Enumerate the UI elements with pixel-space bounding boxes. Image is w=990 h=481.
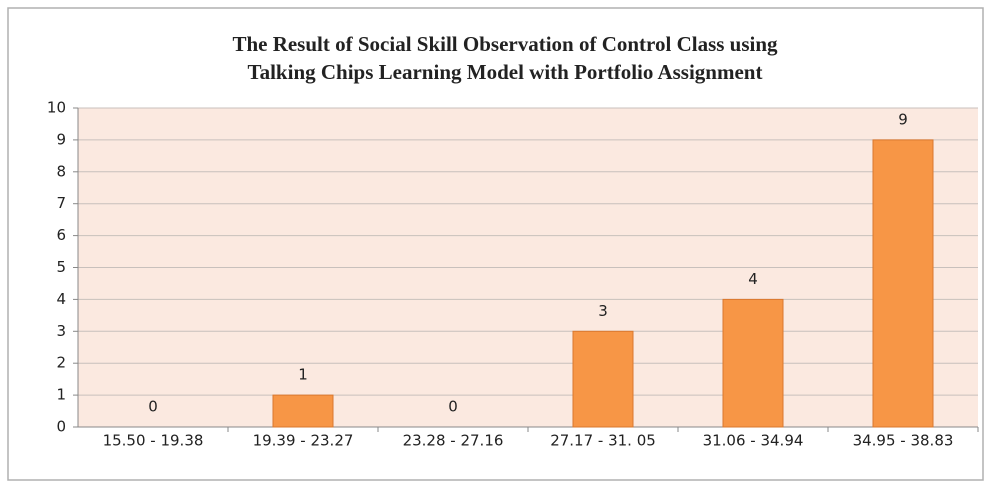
chart-title: The Result of Social Skill Observation o… xyxy=(232,32,778,56)
y-tick-label: 6 xyxy=(56,226,66,244)
x-tick-label: 15.50 - 19.38 xyxy=(103,432,204,450)
y-tick-label: 5 xyxy=(56,258,66,276)
x-tick-label: 34.95 - 38.83 xyxy=(853,432,954,450)
data-label: 0 xyxy=(148,398,158,416)
y-tick-label: 2 xyxy=(56,354,66,372)
chart-title: Talking Chips Learning Model with Portfo… xyxy=(248,60,763,84)
y-tick-label: 7 xyxy=(56,194,66,212)
bar xyxy=(872,139,934,428)
data-label: 4 xyxy=(748,270,758,288)
bar xyxy=(272,394,334,428)
y-tick-label: 4 xyxy=(56,290,66,308)
bar xyxy=(572,330,634,428)
data-label: 0 xyxy=(448,398,458,416)
data-label: 3 xyxy=(598,302,608,320)
x-tick-label: 19.39 - 23.27 xyxy=(253,432,354,450)
x-tick-label: 23.28 - 27.16 xyxy=(403,432,504,450)
y-tick-label: 1 xyxy=(56,386,66,404)
y-tick-label: 0 xyxy=(56,418,66,436)
y-tick-label: 8 xyxy=(56,162,66,180)
data-label: 1 xyxy=(298,366,308,384)
y-tick-label: 10 xyxy=(47,99,66,117)
bar xyxy=(722,298,784,428)
y-tick-label: 9 xyxy=(56,130,66,148)
y-tick-label: 3 xyxy=(56,322,66,340)
x-tick-label: 31.06 - 34.94 xyxy=(703,432,804,450)
data-label: 9 xyxy=(898,110,908,128)
x-tick-label: 27.17 - 31. 05 xyxy=(550,432,656,450)
